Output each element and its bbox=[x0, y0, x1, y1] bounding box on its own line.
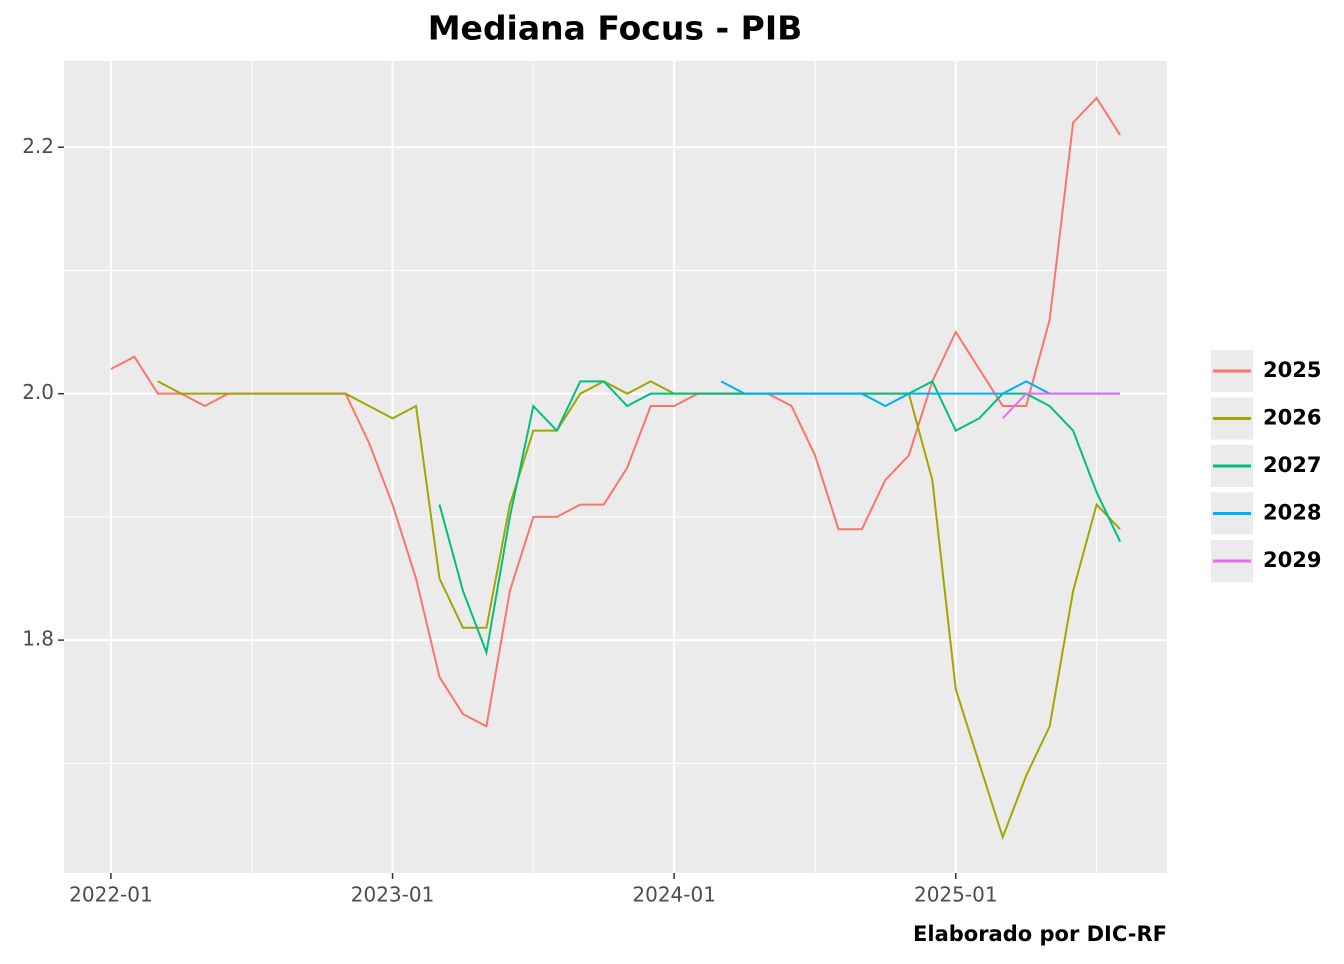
x-tick-label: 2025-01 bbox=[914, 883, 998, 907]
series-line bbox=[1001, 392, 1121, 420]
y-tick-label: 1.8 bbox=[22, 627, 54, 651]
legend-label: 2028 bbox=[1263, 501, 1321, 525]
x-tick-label: 2022-01 bbox=[69, 883, 153, 907]
x-tick-label: 2023-01 bbox=[351, 883, 435, 907]
x-tick-label: 2024-01 bbox=[632, 883, 716, 907]
y-tick-label: 2.2 bbox=[22, 134, 54, 158]
series-line bbox=[157, 380, 1121, 841]
chart-title: Mediana Focus - PIB bbox=[428, 9, 803, 48]
legend-label: 2027 bbox=[1263, 453, 1321, 477]
legend-label: 2029 bbox=[1263, 548, 1321, 572]
legend-label: 2025 bbox=[1263, 358, 1321, 382]
legend-label: 2026 bbox=[1263, 406, 1321, 430]
panel bbox=[64, 61, 1167, 873]
y-tick-label: 2.0 bbox=[22, 380, 54, 404]
caption: Elaborado por DIC-RF bbox=[913, 922, 1167, 946]
